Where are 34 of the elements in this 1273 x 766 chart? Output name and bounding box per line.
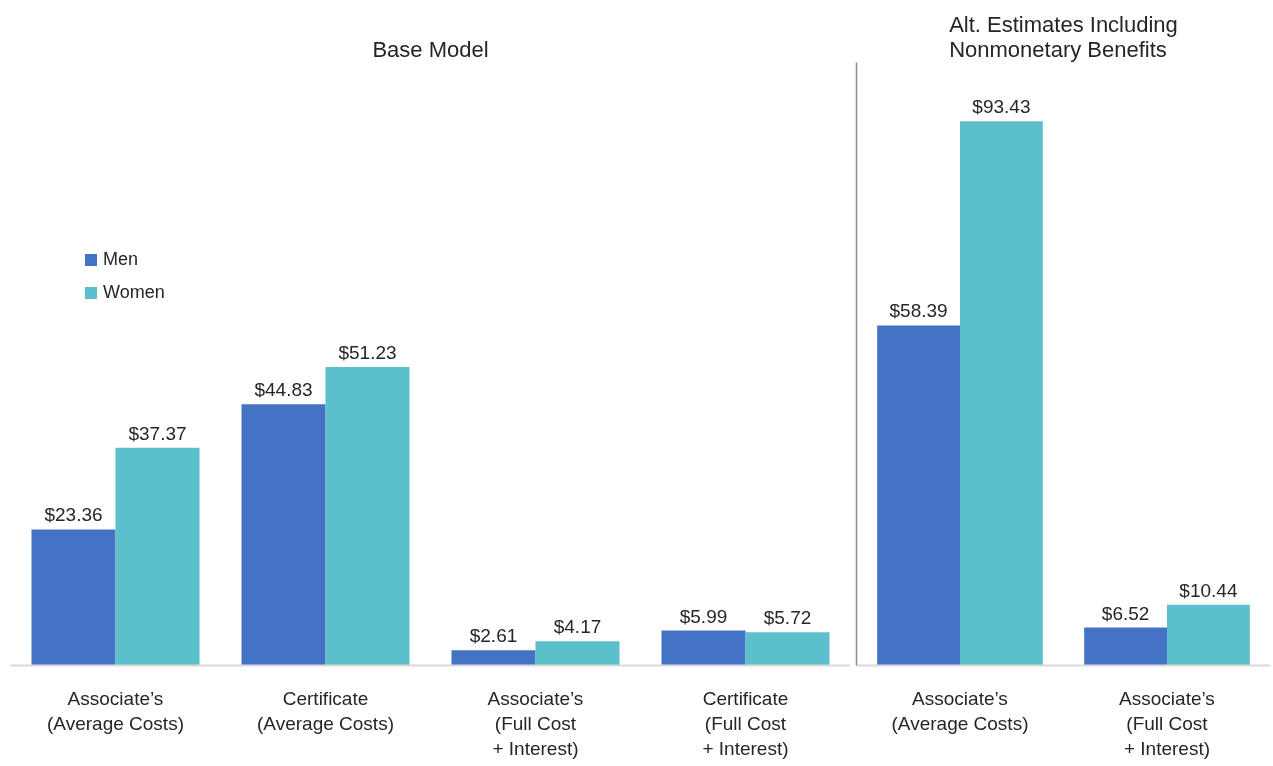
- bar: [241, 404, 326, 666]
- bar: [877, 325, 960, 666]
- x-tick-label: Certificate (Full Cost + Interest): [702, 687, 789, 759]
- bar: [745, 632, 830, 666]
- data-label: $4.17: [553, 616, 602, 638]
- data-label: $23.36: [44, 504, 103, 526]
- legend-label: Women: [103, 282, 165, 303]
- data-label: $6.52: [1101, 602, 1150, 624]
- data-label: $5.99: [679, 605, 728, 627]
- data-label: $37.37: [128, 422, 187, 444]
- bar: [960, 121, 1043, 666]
- bar: [535, 641, 620, 666]
- bar: [325, 367, 410, 666]
- data-label: $5.72: [763, 607, 812, 629]
- legend-label: Men: [103, 249, 139, 270]
- data-label: $10.44: [1179, 579, 1238, 601]
- bar: [1084, 627, 1167, 666]
- x-tick-label: Associate’s (Full Cost + Interest): [487, 687, 584, 759]
- bar: [1167, 604, 1250, 666]
- data-label: $51.23: [338, 342, 397, 364]
- data-label: $44.83: [254, 379, 313, 401]
- data-label: $58.39: [889, 300, 948, 322]
- x-tick-label: Associate’s (Average Costs): [891, 687, 1029, 734]
- bar: [661, 630, 746, 666]
- x-tick-label: Associate’s (Average Costs): [47, 687, 184, 734]
- bar: [31, 529, 116, 666]
- x-tick-label: Certificate (Average Costs): [257, 687, 394, 734]
- data-label: $93.43: [972, 96, 1031, 118]
- bar: [451, 650, 536, 666]
- chart-title: Base Model: [372, 36, 489, 62]
- x-tick-label: Associate’s (Full Cost + Interest): [1119, 687, 1215, 759]
- chart-title: Alt. Estimates Including Nonmonetary Benefits: [949, 11, 1178, 62]
- bar: [115, 447, 200, 666]
- data-label: $2.61: [469, 625, 518, 647]
